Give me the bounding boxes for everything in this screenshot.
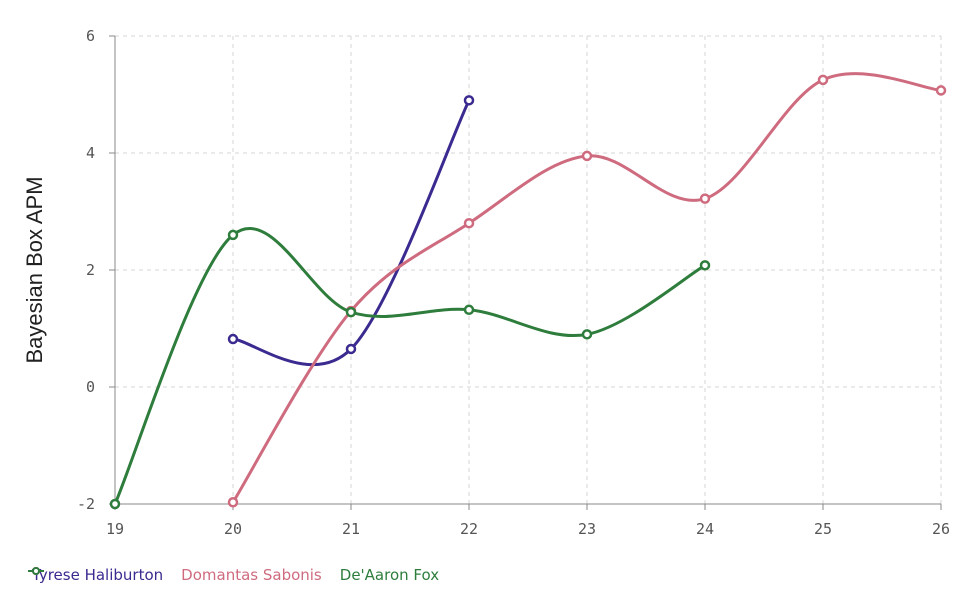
data-point-tyrese-haliburton: [227, 333, 239, 345]
x-tick-label: 22: [460, 520, 478, 538]
series-layer: [109, 72, 947, 510]
legend-label: Tyrese Haliburton: [32, 566, 164, 584]
y-tick-label: 4: [86, 144, 95, 162]
y-tick-label: 0: [86, 378, 95, 396]
data-point-de-aaron-fox: [109, 498, 121, 510]
x-tick-label: 19: [106, 520, 124, 538]
legend: Tyrese Haliburton Domantas Sabonis De'Aaro…: [28, 566, 439, 584]
y-tick-label: -2: [77, 495, 95, 513]
data-point-tyrese-haliburton: [463, 95, 475, 106]
data-point-domantas-sabonis: [817, 74, 829, 86]
data-point-domantas-sabonis: [581, 150, 593, 162]
y-axis-label: Bayesian Box APM: [22, 176, 47, 363]
y-tick-label: 6: [86, 27, 95, 45]
legend-item-domantas-sabonis[interactable]: Domantas Sabonis: [28, 566, 322, 584]
x-tick-label: 23: [578, 520, 596, 538]
series-line-tyrese-haliburton: [231, 98, 471, 367]
grid: [115, 35, 942, 504]
x-tick-label: 26: [932, 520, 950, 538]
data-point-domantas-sabonis: [699, 193, 711, 204]
data-point-de-aaron-fox: [699, 260, 711, 271]
legend-label: De'Aaron Fox: [339, 566, 440, 584]
data-point-de-aaron-fox: [227, 229, 239, 241]
data-point-domantas-sabonis: [935, 85, 947, 96]
data-point-de-aaron-fox: [345, 306, 357, 318]
x-tick-label: 20: [224, 520, 242, 538]
legend-item-de-aaron-fox[interactable]: De'Aaron Fox: [28, 566, 440, 584]
legend-item-tyrese-haliburton[interactable]: Tyrese Haliburton: [28, 566, 163, 584]
x-tick-label: 25: [814, 520, 832, 538]
data-point-tyrese-haliburton: [345, 343, 357, 355]
y-tick-label: 2: [86, 261, 95, 279]
legend-label: Domantas Sabonis: [181, 566, 322, 584]
x-tick-label: 21: [342, 520, 360, 538]
data-point-de-aaron-fox: [581, 329, 593, 340]
data-point-de-aaron-fox: [463, 304, 475, 316]
data-point-domantas-sabonis: [463, 217, 475, 229]
data-point-domantas-sabonis: [227, 496, 239, 508]
x-tick-label: 24: [696, 520, 714, 538]
